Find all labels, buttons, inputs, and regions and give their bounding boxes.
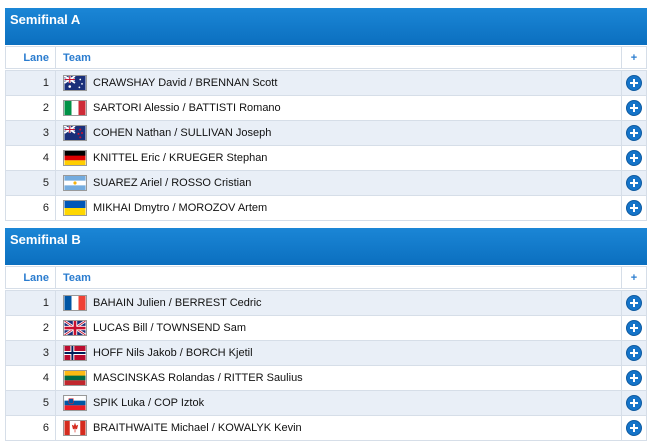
team-cell: COHEN Nathan / SULLIVAN Joseph <box>56 121 621 145</box>
flag <box>63 175 87 191</box>
add-button[interactable] <box>626 150 642 166</box>
lane: 5 <box>6 171 56 195</box>
team-cell: KNITTEL Eric / KRUEGER Stephan <box>56 146 621 170</box>
add-cell <box>621 96 646 120</box>
team-name: KNITTEL Eric / KRUEGER Stephan <box>93 152 268 164</box>
rows: 1 CRAWSHAY David / BRENNAN Scott 2 SARTORI… <box>5 70 647 221</box>
table-header: Lane Team + <box>5 266 647 289</box>
row: 4 MASCINSKAS Rolandas / RITTER Saulius <box>5 366 647 391</box>
row: 5 SUAREZ Ariel / ROSSO Cristian <box>5 171 647 196</box>
lane: 5 <box>6 391 56 415</box>
row: 6 BRAITHWAITE Michael / KOWALYK Kevin <box>5 416 647 441</box>
team-cell: MASCINSKAS Rolandas / RITTER Saulius <box>56 366 621 390</box>
team-cell: SPIK Luka / COP Iztok <box>56 391 621 415</box>
team-cell: BAHAIN Julien / BERREST Cedric <box>56 291 621 315</box>
add-button[interactable] <box>626 175 642 191</box>
team-cell: MIKHAI Dmytro / MOROZOV Artem <box>56 196 621 220</box>
team-name: HOFF Nils Jakob / BORCH Kjetil <box>93 347 253 359</box>
flag <box>63 420 87 436</box>
flag <box>63 345 87 361</box>
section-title: Semifinal B <box>5 228 647 265</box>
add-cell <box>621 391 646 415</box>
row: 2 SARTORI Alessio / BATTISTI Romano <box>5 96 647 121</box>
add-button[interactable] <box>626 200 642 216</box>
flag <box>63 100 87 116</box>
add-cell <box>621 416 646 440</box>
lane: 3 <box>6 341 56 365</box>
team-cell: CRAWSHAY David / BRENNAN Scott <box>56 71 621 95</box>
lane: 4 <box>6 366 56 390</box>
add-cell <box>621 291 646 315</box>
flag <box>63 295 87 311</box>
add-cell <box>621 71 646 95</box>
lane: 2 <box>6 96 56 120</box>
lane-header: Lane <box>6 47 56 68</box>
table-header: Lane Team + <box>5 46 647 69</box>
add-cell <box>621 121 646 145</box>
team-name: SARTORI Alessio / BATTISTI Romano <box>93 102 281 114</box>
add-button[interactable] <box>626 370 642 386</box>
team-name: BRAITHWAITE Michael / KOWALYK Kevin <box>93 422 302 434</box>
flag <box>63 320 87 336</box>
section-title: Semifinal A <box>5 8 647 45</box>
flag <box>63 150 87 166</box>
team-header: Team <box>63 51 91 64</box>
flag <box>63 125 87 141</box>
rows: 1 BAHAIN Julien / BERREST Cedric 2 LUCAS B… <box>5 290 647 441</box>
lane: 1 <box>6 71 56 95</box>
add-cell <box>621 146 646 170</box>
add-cell <box>621 341 646 365</box>
team-cell: SARTORI Alessio / BATTISTI Romano <box>56 96 621 120</box>
section: Semifinal A Lane Team + 1 CRAWSHAY David … <box>5 8 647 221</box>
row: 3 HOFF Nils Jakob / BORCH Kjetil <box>5 341 647 366</box>
flag <box>63 395 87 411</box>
team-name: MIKHAI Dmytro / MOROZOV Artem <box>93 202 268 214</box>
add-cell <box>621 366 646 390</box>
lane: 3 <box>6 121 56 145</box>
row: 2 LUCAS Bill / TOWNSEND Sam <box>5 316 647 341</box>
team-name: SPIK Luka / COP Iztok <box>93 397 205 409</box>
add-cell <box>621 316 646 340</box>
lane: 1 <box>6 291 56 315</box>
team-name: CRAWSHAY David / BRENNAN Scott <box>93 77 278 89</box>
lane: 4 <box>6 146 56 170</box>
row: 1 CRAWSHAY David / BRENNAN Scott <box>5 71 647 96</box>
row: 6 MIKHAI Dmytro / MOROZOV Artem <box>5 196 647 221</box>
add-button[interactable] <box>626 345 642 361</box>
section: Semifinal B Lane Team + 1 BAHAIN Julien /… <box>5 228 647 441</box>
row: 1 BAHAIN Julien / BERREST Cedric <box>5 291 647 316</box>
lane-header: Lane <box>6 267 56 288</box>
add-header[interactable]: + <box>621 47 646 68</box>
team-name: COHEN Nathan / SULLIVAN Joseph <box>93 127 272 139</box>
add-button[interactable] <box>626 395 642 411</box>
team-name: SUAREZ Ariel / ROSSO Cristian <box>93 177 252 189</box>
add-cell <box>621 196 646 220</box>
team-cell: LUCAS Bill / TOWNSEND Sam <box>56 316 621 340</box>
team-name: LUCAS Bill / TOWNSEND Sam <box>93 322 247 334</box>
flag <box>63 75 87 91</box>
add-button[interactable] <box>626 100 642 116</box>
row: 5 SPIK Luka / COP Iztok <box>5 391 647 416</box>
lane: 2 <box>6 316 56 340</box>
row: 3 COHEN Nathan / SULLIVAN Joseph <box>5 121 647 146</box>
team-cell: SUAREZ Ariel / ROSSO Cristian <box>56 171 621 195</box>
add-button[interactable] <box>626 75 642 91</box>
add-cell <box>621 171 646 195</box>
flag <box>63 200 87 216</box>
team-name: MASCINSKAS Rolandas / RITTER Saulius <box>93 372 303 384</box>
row: 4 KNITTEL Eric / KRUEGER Stephan <box>5 146 647 171</box>
team-cell: BRAITHWAITE Michael / KOWALYK Kevin <box>56 416 621 440</box>
team-name: BAHAIN Julien / BERREST Cedric <box>93 297 262 309</box>
flag <box>63 370 87 386</box>
add-header[interactable]: + <box>621 267 646 288</box>
add-button[interactable] <box>626 420 642 436</box>
add-button[interactable] <box>626 125 642 141</box>
team-cell: HOFF Nils Jakob / BORCH Kjetil <box>56 341 621 365</box>
add-button[interactable] <box>626 320 642 336</box>
add-button[interactable] <box>626 295 642 311</box>
lane: 6 <box>6 196 56 220</box>
team-header: Team <box>63 271 91 284</box>
lane: 6 <box>6 416 56 440</box>
